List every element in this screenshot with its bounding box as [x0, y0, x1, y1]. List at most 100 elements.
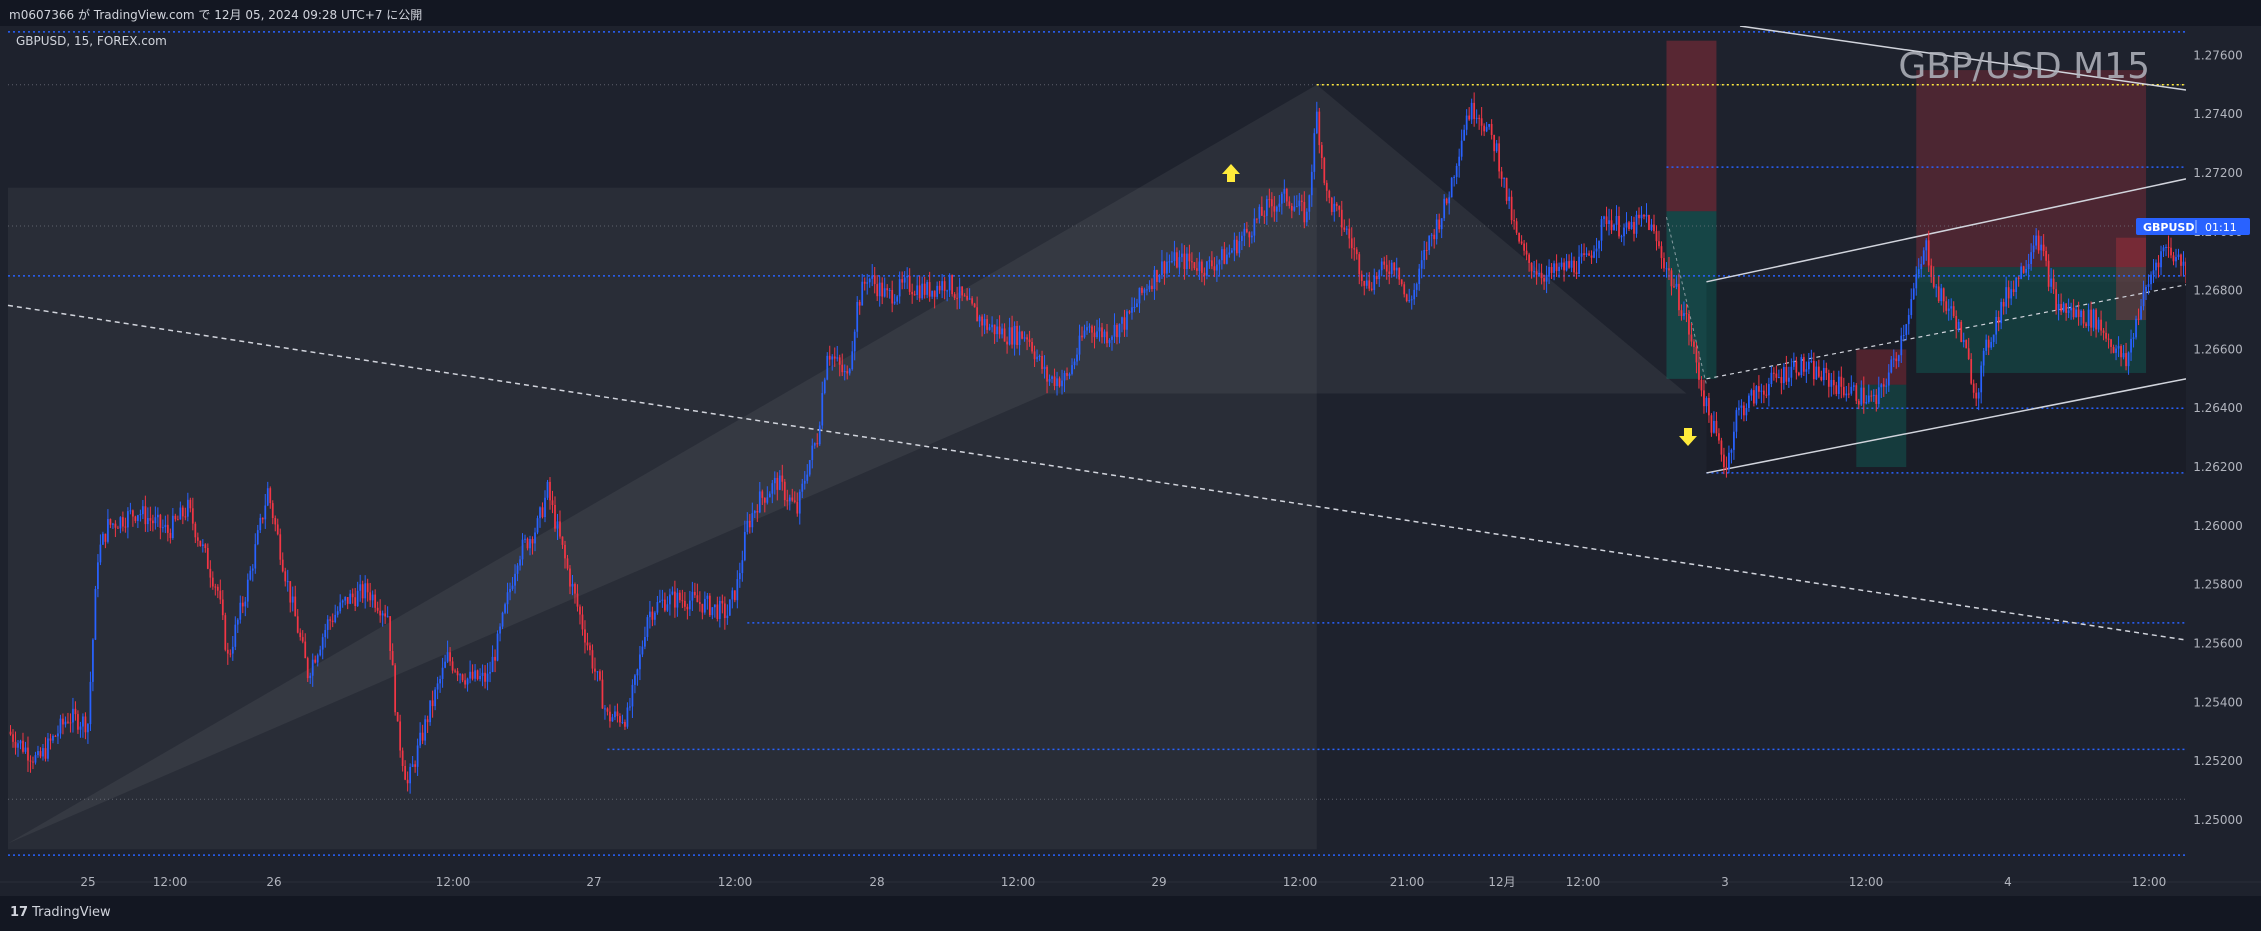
candle-body [1775, 373, 1778, 378]
candle [1318, 107, 1321, 154]
candle-body [2067, 310, 2070, 313]
candle-body [291, 596, 294, 603]
chart-area[interactable]: GBPUSD, 15, FOREX.com GBP/USD M15 1.27600… [0, 25, 2261, 896]
candle [1897, 354, 1900, 368]
candle-body [671, 591, 674, 595]
candle-body [1600, 219, 1603, 241]
candle-body [1805, 369, 1808, 372]
candle [1410, 295, 1413, 310]
candle-body [763, 497, 766, 503]
candle [1101, 322, 1103, 344]
candle-body [486, 673, 489, 682]
candle-body [2177, 254, 2180, 258]
price-axis[interactable] [2186, 26, 2261, 896]
candle-body [1800, 357, 1803, 376]
candle-body [1490, 124, 1493, 135]
candle-body [1368, 280, 1371, 289]
candle-body [614, 711, 616, 718]
candle-body [1305, 211, 1308, 223]
candle-body [1206, 261, 1208, 276]
candle-body [1525, 250, 1528, 255]
candle [1350, 227, 1353, 259]
candle-body [1056, 378, 1058, 386]
up-arrow-icon [1222, 164, 1240, 182]
candle-body [2065, 303, 2067, 313]
candle [1997, 310, 2000, 332]
candle [946, 289, 949, 302]
candle-body [2152, 270, 2155, 275]
candle [721, 594, 724, 614]
candle-body [1748, 395, 1750, 409]
candle [271, 500, 274, 525]
candle [1260, 196, 1263, 217]
candle [594, 657, 596, 681]
candle [616, 703, 619, 723]
candle-body [2025, 269, 2028, 273]
candle [199, 540, 202, 547]
candle [2147, 274, 2150, 295]
candle-body [629, 706, 631, 708]
candle [1006, 336, 1008, 354]
candle [511, 577, 514, 591]
candle-body [1580, 253, 1583, 257]
candle-body [516, 565, 519, 574]
candle-body [401, 750, 404, 766]
candle-body [1882, 384, 1885, 387]
candle-body [484, 672, 486, 682]
candle-body [786, 500, 789, 502]
candle-body [194, 523, 197, 538]
candle-body [1008, 327, 1011, 345]
candle-body [1423, 249, 1426, 261]
candle-body [679, 592, 681, 601]
candle-body [359, 584, 362, 591]
candle-body [231, 646, 234, 654]
candle-body [1555, 263, 1558, 272]
candle-body [419, 732, 421, 746]
candle-body [49, 738, 52, 741]
candle-body [381, 613, 384, 616]
candle-body [159, 514, 162, 528]
candle-body [1945, 301, 1948, 311]
candle-body [409, 766, 412, 784]
candle-body [703, 598, 706, 613]
candle-body [1285, 188, 1288, 202]
candle-body [439, 678, 441, 684]
candle-body [726, 615, 729, 619]
candle [1243, 223, 1246, 247]
candle-body [506, 592, 509, 605]
candle [506, 582, 509, 614]
candle [1620, 234, 1623, 243]
candle-body [1211, 260, 1213, 267]
candle [1805, 361, 1808, 383]
candle-body [2017, 277, 2020, 279]
price-tick-label: 1.26600 [2193, 342, 2243, 356]
candle [2042, 234, 2045, 257]
candle-body [586, 642, 589, 646]
candle [1942, 287, 1945, 313]
candle-body [1243, 228, 1246, 236]
candle-body [349, 593, 352, 604]
candle [1493, 134, 1496, 162]
tradingview-logo[interactable]: 17 TradingView [10, 905, 111, 920]
candle-body [94, 589, 97, 640]
candle-body [798, 491, 801, 514]
candle-body [281, 559, 284, 572]
candle-body [1528, 254, 1530, 263]
candle-body [1623, 227, 1625, 237]
candle-body [1046, 366, 1048, 382]
candle-body [132, 510, 134, 517]
candle-body [1862, 387, 1865, 404]
candle [1305, 208, 1308, 227]
candle-body [1713, 420, 1715, 433]
candle [1083, 324, 1086, 339]
candle-body [1460, 140, 1463, 157]
candle-body [951, 275, 954, 295]
candle [716, 596, 719, 622]
candle [561, 536, 564, 549]
candle [1270, 192, 1273, 218]
candle-body [329, 619, 332, 621]
candle-body [1365, 280, 1368, 286]
candle [943, 277, 946, 300]
price-tag[interactable] [2136, 217, 2250, 235]
